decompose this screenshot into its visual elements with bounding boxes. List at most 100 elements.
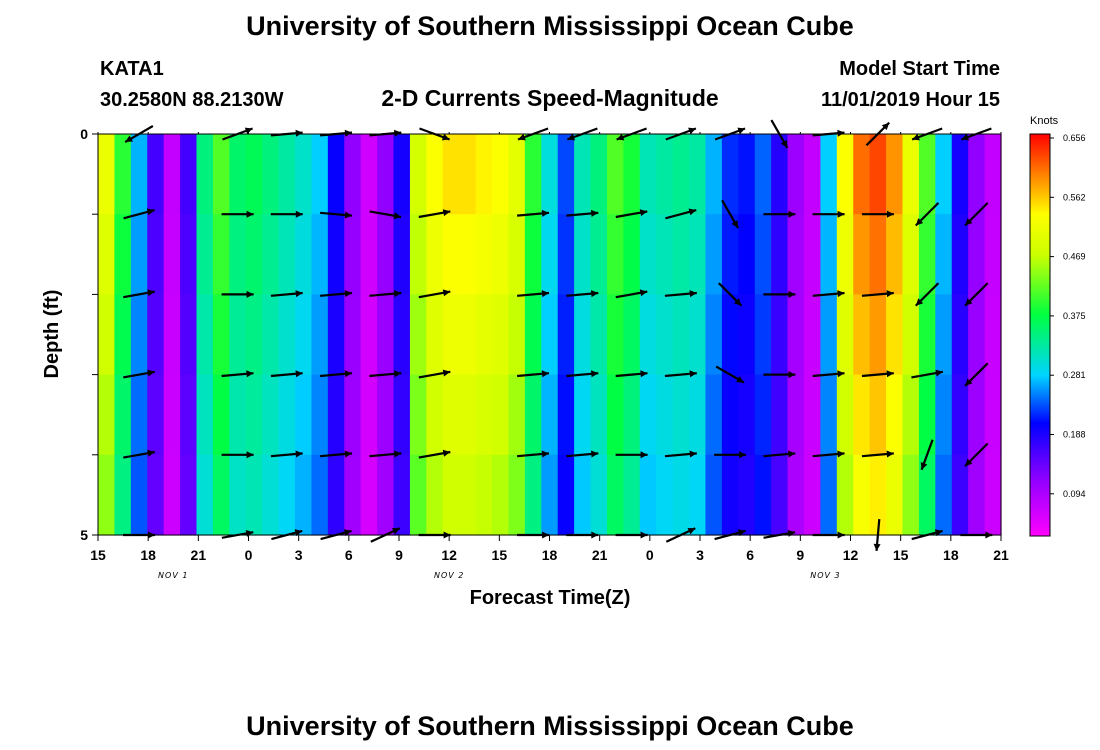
- heatmap-cell: [590, 374, 608, 456]
- heatmap-cell: [295, 134, 313, 215]
- current-vector-head: [295, 450, 303, 458]
- heatmap-cell: [771, 374, 789, 456]
- heatmap-cell: [935, 134, 953, 215]
- heatmap-cell: [738, 134, 756, 215]
- heatmap-cell: [295, 374, 313, 456]
- heatmap-cell: [245, 454, 263, 536]
- heatmap-cell: [229, 214, 247, 295]
- heatmap-cell: [968, 454, 986, 536]
- current-vector-head: [344, 450, 352, 458]
- x-tick-label: 21: [993, 547, 1009, 563]
- heatmap-cell: [327, 374, 345, 456]
- current-vector-head: [736, 376, 744, 383]
- colorbar-tick-label: 0.188: [1063, 430, 1086, 440]
- heatmap-cell: [409, 134, 427, 215]
- heatmap-cell: [459, 294, 477, 376]
- colorbar-tick-label: 0.094: [1063, 489, 1086, 499]
- heatmap-cell: [574, 374, 592, 456]
- heatmap-cell: [853, 134, 871, 215]
- heatmap-cell: [689, 294, 707, 376]
- heatmap-cell: [918, 454, 936, 536]
- heatmap-cell: [820, 454, 838, 536]
- current-vector-head: [147, 449, 155, 457]
- heatmap-cell: [524, 374, 542, 456]
- heatmap-cell: [344, 374, 362, 456]
- heatmap-cell: [754, 454, 772, 536]
- heatmap-cell: [426, 214, 444, 295]
- heatmap-cell: [787, 294, 805, 376]
- current-vector-head: [837, 210, 845, 218]
- heatmap-cell: [147, 454, 165, 536]
- heatmap-cell: [311, 214, 329, 295]
- heatmap-cell: [738, 454, 756, 536]
- heatmap-cell: [836, 374, 854, 456]
- heatmap-cell: [130, 294, 148, 376]
- heatmap-cell: [606, 454, 624, 536]
- y-axis-ticks: 05: [80, 126, 98, 543]
- heatmap-cell: [295, 454, 313, 536]
- current-vector-head: [125, 135, 133, 142]
- heatmap-cell: [672, 454, 690, 536]
- heatmap-cell: [738, 374, 756, 456]
- heatmap-cell: [672, 374, 690, 456]
- heatmap-cell: [163, 214, 181, 295]
- heatmap-cell: [344, 134, 362, 215]
- heatmap-cell: [918, 294, 936, 376]
- heatmap-cell: [836, 134, 854, 215]
- current-vector-head: [934, 529, 943, 537]
- x-tick-label: 18: [140, 547, 156, 563]
- heatmap-cell: [459, 134, 477, 215]
- heatmap-cell: [902, 134, 920, 215]
- heatmap-cell: [163, 374, 181, 456]
- heatmap-cell: [968, 294, 986, 376]
- heatmap-cell: [853, 454, 871, 536]
- heatmap-cell: [459, 214, 477, 295]
- heatmap-cell: [721, 454, 739, 536]
- heatmap-cell: [508, 454, 526, 536]
- heatmap-cell: [869, 294, 887, 376]
- current-vector-head: [295, 290, 303, 298]
- heatmap-cell: [180, 214, 198, 295]
- y-axis-label: Depth (ft): [41, 290, 63, 379]
- heatmap-cell: [130, 134, 148, 215]
- heatmap-cell: [606, 134, 624, 215]
- heatmap-cell: [262, 294, 280, 376]
- model-start-label: Model Start Time: [839, 58, 1000, 80]
- heatmap-cell: [984, 374, 1002, 456]
- heatmap-cell: [574, 294, 592, 376]
- current-vector-head: [689, 290, 697, 298]
- current-vector-head: [244, 127, 253, 135]
- heatmap-cell: [377, 134, 395, 215]
- x-axis-label: Forecast Time(Z): [470, 587, 631, 609]
- heatmap-cell: [968, 374, 986, 456]
- heatmap-cell: [836, 294, 854, 376]
- heatmap-cell: [130, 454, 148, 536]
- heatmap-cell: [639, 374, 657, 456]
- heatmap-cell: [557, 374, 575, 456]
- heatmap-cell: [492, 454, 510, 536]
- heatmap-cell: [754, 134, 772, 215]
- heatmap-cell: [278, 454, 296, 536]
- heatmap-cell: [787, 214, 805, 295]
- heatmap-cell: [114, 294, 132, 376]
- current-vector-head: [246, 290, 254, 298]
- heatmap-cell: [311, 454, 329, 536]
- heatmap-cell: [886, 374, 904, 456]
- heatmap-cell: [327, 454, 345, 536]
- heatmap-cell: [311, 294, 329, 376]
- heatmap-cell: [262, 214, 280, 295]
- x-tick-label: 6: [345, 547, 353, 563]
- heatmap-cell: [853, 374, 871, 456]
- x-tick-label: 18: [943, 547, 959, 563]
- heatmap-cell: [196, 294, 214, 376]
- current-vector-head: [393, 212, 402, 220]
- heatmap-cell: [541, 214, 559, 295]
- current-vector-head: [541, 370, 549, 378]
- current-vector-head: [689, 370, 697, 378]
- heatmap-cell: [738, 214, 756, 295]
- colorbar-tick-label: 0.562: [1063, 192, 1086, 202]
- heatmap-cell: [574, 214, 592, 295]
- heatmap-cell: [787, 134, 805, 215]
- x-tick-label: 15: [893, 547, 909, 563]
- footer-title: University of Southern Mississippi Ocean…: [246, 711, 854, 741]
